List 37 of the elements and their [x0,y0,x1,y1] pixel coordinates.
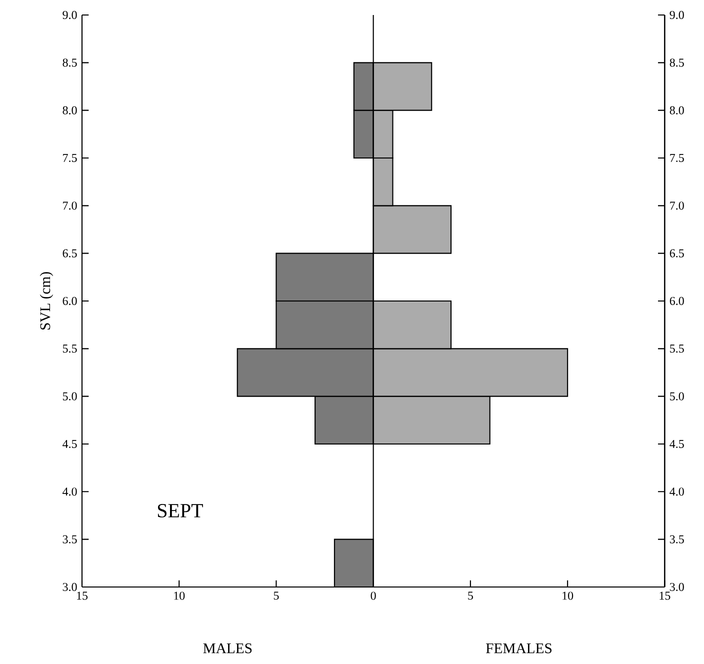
y2-tick-label: 6.0 [670,296,684,306]
y-tick-label: 4.5 [62,440,77,448]
y-tick-label: 9.0 [62,10,77,20]
y-tick-label: 7.5 [63,154,77,162]
y2-tick-label: 5.5 [670,344,684,353]
y-tick-label: 6.0 [62,296,77,306]
y-tick-label: 6.5 [62,249,77,258]
y-axis-title: SVL (cm) [40,272,54,330]
y-tick-label: 7.0 [63,202,77,210]
x-tick-label: 5 [274,592,279,600]
x-tick-label: 15 [77,592,88,600]
y2-tick-label: 4.0 [670,488,684,496]
y2-tick-label: 6.5 [670,249,684,258]
y2-tick-label: 3.5 [670,535,684,544]
text: FEMALES [486,643,552,654]
x-tick-label: 0 [370,592,376,600]
y2-tick-label: 9.0 [670,10,684,20]
y-tick-label: 5.0 [62,392,77,400]
x-tick-label: 15 [660,592,670,600]
y2-tick-label: 3.0 [670,582,684,592]
x-tick-label: 10 [562,592,574,600]
x-tick-label: 5 [468,592,473,600]
y-tick-label: 8.0 [62,106,77,114]
y-tick-label: 8.5 [62,58,77,67]
y2-tick-label: 4.5 [670,440,684,448]
y2-tick-label: 5.0 [670,392,684,400]
annotation: SEPT [158,504,203,518]
y-tick-label: 4.0 [62,488,77,496]
x-tick-label: 10 [174,592,185,600]
y2-tick-label: 8.5 [670,58,684,67]
y-tick-label: 3.5 [62,535,77,544]
y-tick-label: 5.5 [62,344,77,353]
y2-tick-label: 7.0 [670,202,684,210]
text: MALES [203,643,252,654]
y2-tick-label: 7.5 [670,154,684,162]
y-tick-label: 3.0 [62,582,77,592]
y2-tick-label: 8.0 [670,106,684,114]
